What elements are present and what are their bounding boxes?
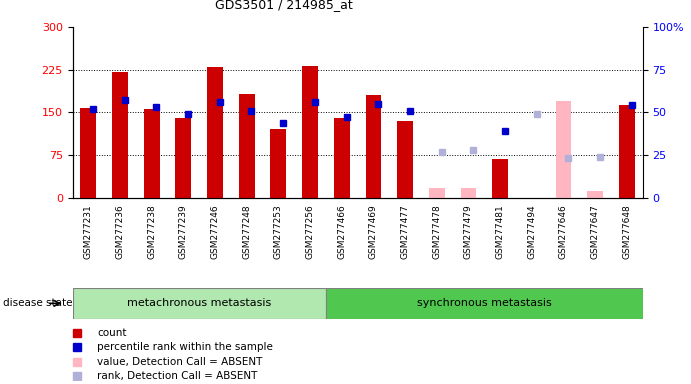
- Text: synchronous metastasis: synchronous metastasis: [417, 298, 551, 308]
- Bar: [587, 191, 603, 198]
- Bar: [429, 188, 445, 198]
- Text: GSM277236: GSM277236: [115, 204, 124, 259]
- Text: rank, Detection Call = ABSENT: rank, Detection Call = ABSENT: [97, 371, 257, 381]
- Text: GSM277479: GSM277479: [464, 204, 473, 259]
- Text: GSM277239: GSM277239: [179, 204, 188, 259]
- Bar: [334, 118, 350, 198]
- Bar: [176, 118, 191, 198]
- Text: count: count: [97, 328, 126, 338]
- Bar: [460, 187, 476, 198]
- Bar: [144, 109, 160, 198]
- Bar: [492, 159, 508, 198]
- Text: GSM277478: GSM277478: [433, 204, 442, 259]
- Text: GSM277246: GSM277246: [211, 204, 220, 259]
- Text: GSM277469: GSM277469: [369, 204, 378, 259]
- Bar: [326, 288, 643, 319]
- Text: GSM277481: GSM277481: [495, 204, 504, 259]
- Bar: [397, 121, 413, 198]
- Text: GSM277494: GSM277494: [527, 204, 536, 259]
- Bar: [619, 105, 635, 198]
- Text: GSM277253: GSM277253: [274, 204, 283, 259]
- Bar: [112, 72, 128, 198]
- Bar: [556, 101, 571, 198]
- Text: GSM277238: GSM277238: [147, 204, 156, 259]
- Bar: [80, 108, 96, 198]
- Text: disease state: disease state: [3, 298, 73, 308]
- Bar: [207, 67, 223, 198]
- Bar: [270, 129, 286, 198]
- Text: GSM277477: GSM277477: [401, 204, 410, 259]
- Text: GSM277648: GSM277648: [623, 204, 632, 259]
- Bar: [239, 94, 255, 198]
- Text: GDS3501 / 214985_at: GDS3501 / 214985_at: [215, 0, 353, 12]
- Bar: [73, 288, 326, 319]
- Text: GSM277466: GSM277466: [337, 204, 346, 259]
- Text: GSM277646: GSM277646: [559, 204, 568, 259]
- Text: metachronous metastasis: metachronous metastasis: [127, 298, 272, 308]
- Text: value, Detection Call = ABSENT: value, Detection Call = ABSENT: [97, 357, 263, 367]
- Bar: [366, 95, 381, 198]
- Text: GSM277248: GSM277248: [243, 204, 252, 259]
- Text: GSM277647: GSM277647: [591, 204, 600, 259]
- Text: GSM277256: GSM277256: [305, 204, 314, 259]
- Bar: [302, 66, 318, 198]
- Text: percentile rank within the sample: percentile rank within the sample: [97, 342, 273, 353]
- Text: GSM277231: GSM277231: [84, 204, 93, 259]
